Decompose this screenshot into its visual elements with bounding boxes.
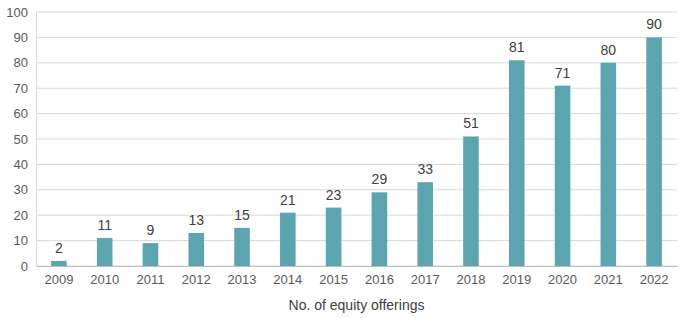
x-tick-label: 2017 <box>411 272 440 287</box>
y-tick: 90 <box>14 30 36 45</box>
y-tick-label: 90 <box>14 30 28 45</box>
data-label: 2 <box>55 240 63 256</box>
x-tick-label: 2022 <box>640 272 669 287</box>
bar <box>646 37 662 266</box>
x-tick-label: 2013 <box>228 272 257 287</box>
y-tick: 70 <box>14 81 36 96</box>
bar <box>234 228 250 266</box>
grid-line <box>36 189 677 190</box>
x-axis-title: No. of equity offerings <box>289 297 425 313</box>
grid-line <box>36 113 677 114</box>
y-tick-label: 30 <box>14 182 28 197</box>
x-tick-label: 2011 <box>136 272 164 287</box>
y-tick: 40 <box>14 157 36 172</box>
x-tick-label: 2020 <box>548 272 577 287</box>
x-tick-label: 2021 <box>594 272 623 287</box>
data-label: 15 <box>234 207 250 223</box>
bar <box>143 243 159 266</box>
x-tick: 2015 <box>319 272 348 287</box>
data-label: 29 <box>372 171 388 187</box>
bar <box>601 63 617 266</box>
x-tick-label: 2009 <box>44 272 73 287</box>
x-tick-label: 2016 <box>365 272 394 287</box>
data-label: 71 <box>555 65 571 81</box>
x-tick-label: 2019 <box>502 272 531 287</box>
x-tick-label: 2010 <box>90 272 119 287</box>
x-tick: 2012 <box>182 272 211 287</box>
y-tick-label: 0 <box>21 259 28 274</box>
y-tick: 20 <box>14 208 36 223</box>
data-label: 23 <box>326 187 342 203</box>
bar <box>51 261 67 266</box>
data-label: 13 <box>188 212 204 228</box>
bar <box>555 86 571 266</box>
chart: 0102030405060708090100200920102011201220… <box>0 0 685 318</box>
grid-line <box>36 266 677 267</box>
data-label: 9 <box>147 222 155 238</box>
plot: 0102030405060708090100200920102011201220… <box>6 5 677 288</box>
x-tick-label: 2015 <box>319 272 348 287</box>
y-axis: 0 10 20 30 40 50 60 70 80 90 100 <box>6 5 36 274</box>
grid-line <box>36 139 677 140</box>
y-tick-label: 80 <box>14 55 28 70</box>
grid-line <box>36 240 677 241</box>
x-tick: 2009 <box>44 272 73 287</box>
data-label: 21 <box>280 192 296 208</box>
x-tick: 2018 <box>457 272 486 287</box>
bar <box>326 208 342 266</box>
y-tick-label: 10 <box>14 233 28 248</box>
bar <box>417 182 433 266</box>
y-tick-label: 50 <box>14 132 28 147</box>
x-tick: 2019 <box>502 272 531 287</box>
y-axis-line <box>36 13 37 267</box>
grid-line <box>36 37 677 38</box>
x-tick: 2016 <box>365 272 394 287</box>
y-tick: 80 <box>14 55 36 70</box>
y-tick-label: 60 <box>14 106 28 121</box>
bars <box>51 37 662 266</box>
data-label: 90 <box>646 16 662 32</box>
grid-line <box>36 164 677 165</box>
x-tick: 2021 <box>594 272 623 287</box>
y-tick: 0 <box>21 259 36 274</box>
y-tick-label: 40 <box>14 157 28 172</box>
x-tick: 2017 <box>411 272 440 287</box>
x-tick: 2013 <box>228 272 257 287</box>
x-tick-label: 2014 <box>273 272 302 287</box>
y-tick-label: 100 <box>6 5 28 20</box>
y-tick: 60 <box>14 106 36 121</box>
data-label: 80 <box>601 42 617 58</box>
x-tick: 2020 <box>548 272 577 287</box>
grid-line <box>36 12 677 13</box>
data-label: 51 <box>463 115 479 131</box>
x-tick-label: 2012 <box>182 272 211 287</box>
y-tick: 100 <box>6 5 36 20</box>
grid-line <box>36 88 677 89</box>
y-tick: 50 <box>14 132 36 147</box>
x-axis: 2009 2010 2011 2012 2013 2014 2015 2016 2017 2018… <box>37 267 678 288</box>
x-tick: 2022 <box>640 272 669 287</box>
y-tick: 30 <box>14 182 36 197</box>
y-tick-label: 20 <box>14 208 28 223</box>
y-tick: 10 <box>14 233 36 248</box>
data-label: 33 <box>417 161 433 177</box>
data-label: 81 <box>509 39 525 55</box>
grid-line <box>36 215 677 216</box>
data-label: 11 <box>97 217 112 233</box>
bar <box>97 238 113 266</box>
data-labels: 2 11 9 13 15 21 23 29 33 51 81 71 80 90 <box>55 16 662 256</box>
x-tick-label: 2018 <box>457 272 486 287</box>
bar <box>463 136 479 266</box>
x-tick: 2010 <box>90 272 119 287</box>
y-tick-label: 70 <box>14 81 28 96</box>
bar <box>372 192 388 266</box>
grid <box>36 12 677 266</box>
grid-line <box>36 62 677 63</box>
bar <box>188 233 204 266</box>
x-tick: 2011 <box>136 272 164 287</box>
bar <box>280 213 296 266</box>
bar <box>509 60 525 266</box>
x-axis-line <box>37 266 678 267</box>
x-tick: 2014 <box>273 272 302 287</box>
